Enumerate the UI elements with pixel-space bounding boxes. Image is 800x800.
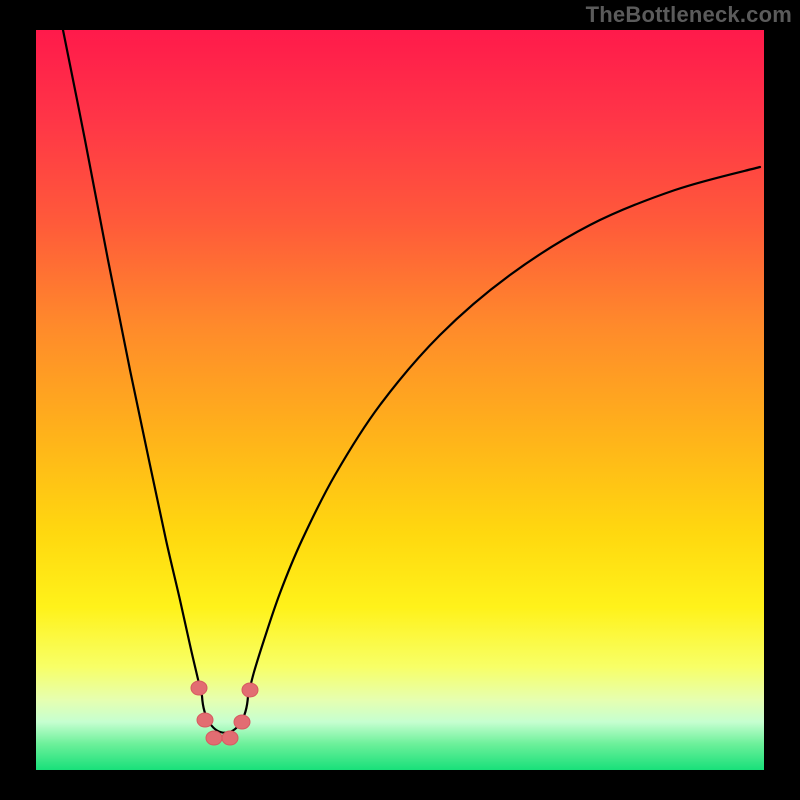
watermark-text: TheBottleneck.com [586,2,792,28]
curve-marker [242,683,258,697]
curve-marker [234,715,250,729]
curve-marker [206,731,222,745]
curve-marker [191,681,207,695]
curve-marker [197,713,213,727]
bottleneck-chart [0,0,800,800]
curve-marker [222,731,238,745]
plot-background [36,30,764,770]
